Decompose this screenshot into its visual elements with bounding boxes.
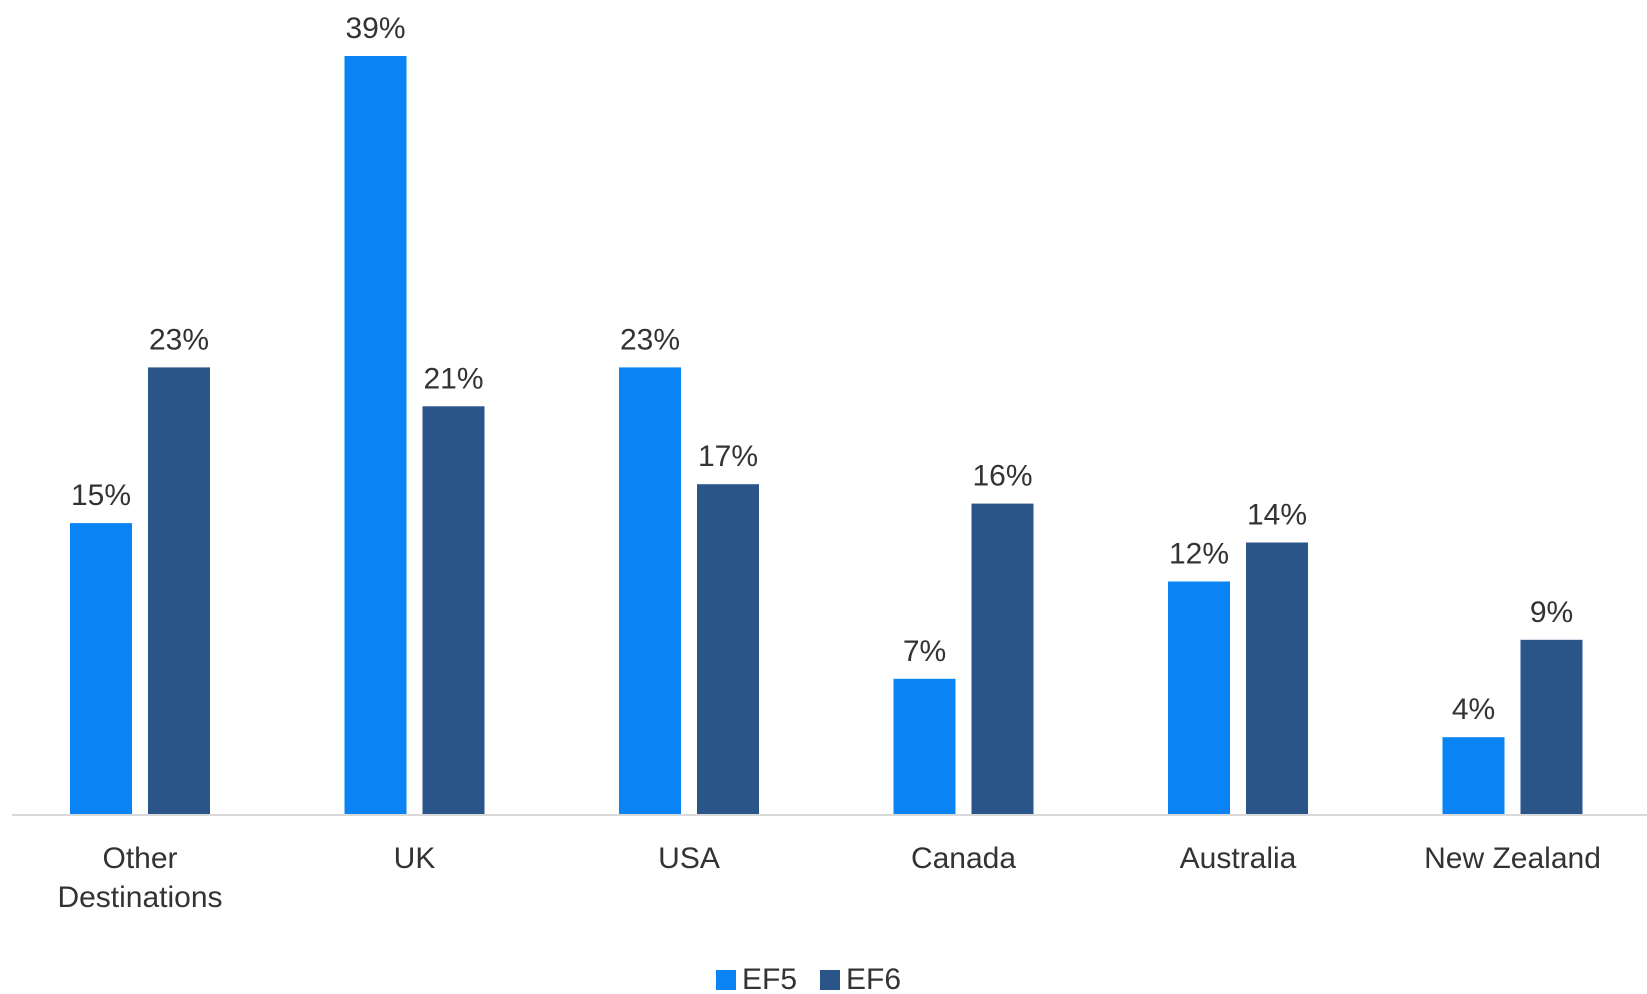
legend-swatch-ef5 — [716, 970, 736, 990]
data-label-ef5-3: 7% — [903, 635, 946, 668]
x-tick-label-0-line1: Destinations — [57, 881, 222, 914]
x-tick-label-3: Canada — [911, 842, 1016, 875]
data-label-ef6-5: 9% — [1530, 596, 1573, 629]
x-tick-label-4: Australia — [1180, 842, 1297, 875]
data-label-ef6-3: 16% — [972, 460, 1032, 493]
bars-layer — [70, 56, 1583, 815]
data-label-ef6-2: 17% — [698, 440, 758, 473]
legend-label-ef6: EF6 — [846, 963, 901, 994]
bar-ef5-5 — [1442, 737, 1505, 815]
bar-ef6-1 — [422, 406, 485, 815]
bar-ef5-1 — [344, 56, 407, 815]
data-label-ef6-0: 23% — [149, 323, 209, 356]
x-tick-label-1: UK — [394, 842, 436, 875]
bar-ef6-0 — [148, 367, 210, 815]
bar-ef5-3 — [893, 678, 956, 815]
bar-ef5-4 — [1168, 581, 1230, 815]
data-label-ef6-4: 14% — [1247, 499, 1307, 532]
bar-ef6-5 — [1520, 639, 1583, 815]
data-label-ef5-0: 15% — [71, 479, 131, 512]
data-label-ef5-2: 23% — [620, 323, 680, 356]
x-tick-label-0: Other — [102, 842, 177, 875]
bar-ef5-2 — [619, 367, 681, 815]
x-tick-label-5: New Zealand — [1424, 842, 1601, 875]
legend-swatch-ef6 — [820, 970, 840, 990]
legend: EF5 EF6 — [716, 963, 901, 994]
data-label-ef5-1: 39% — [345, 12, 405, 45]
data-label-ef5-5: 4% — [1452, 693, 1495, 726]
bar-ef6-2 — [697, 484, 759, 815]
legend-label-ef5: EF5 — [742, 963, 797, 994]
bar-ef5-0 — [70, 523, 132, 815]
x-tick-label-2: USA — [658, 842, 720, 875]
bar-ef6-3 — [971, 503, 1034, 815]
x-tick-labels-layer: Other Destinations UK USA Canada Australia New… — [57, 842, 1600, 914]
data-labels-layer: 15% 23% 39% 21% 23% 17% 7% 16% 12% 14% 4% 9% — [71, 12, 1573, 726]
data-label-ef5-4: 12% — [1169, 538, 1229, 571]
bar-ef6-4 — [1246, 542, 1308, 815]
data-label-ef6-1: 21% — [423, 362, 483, 395]
